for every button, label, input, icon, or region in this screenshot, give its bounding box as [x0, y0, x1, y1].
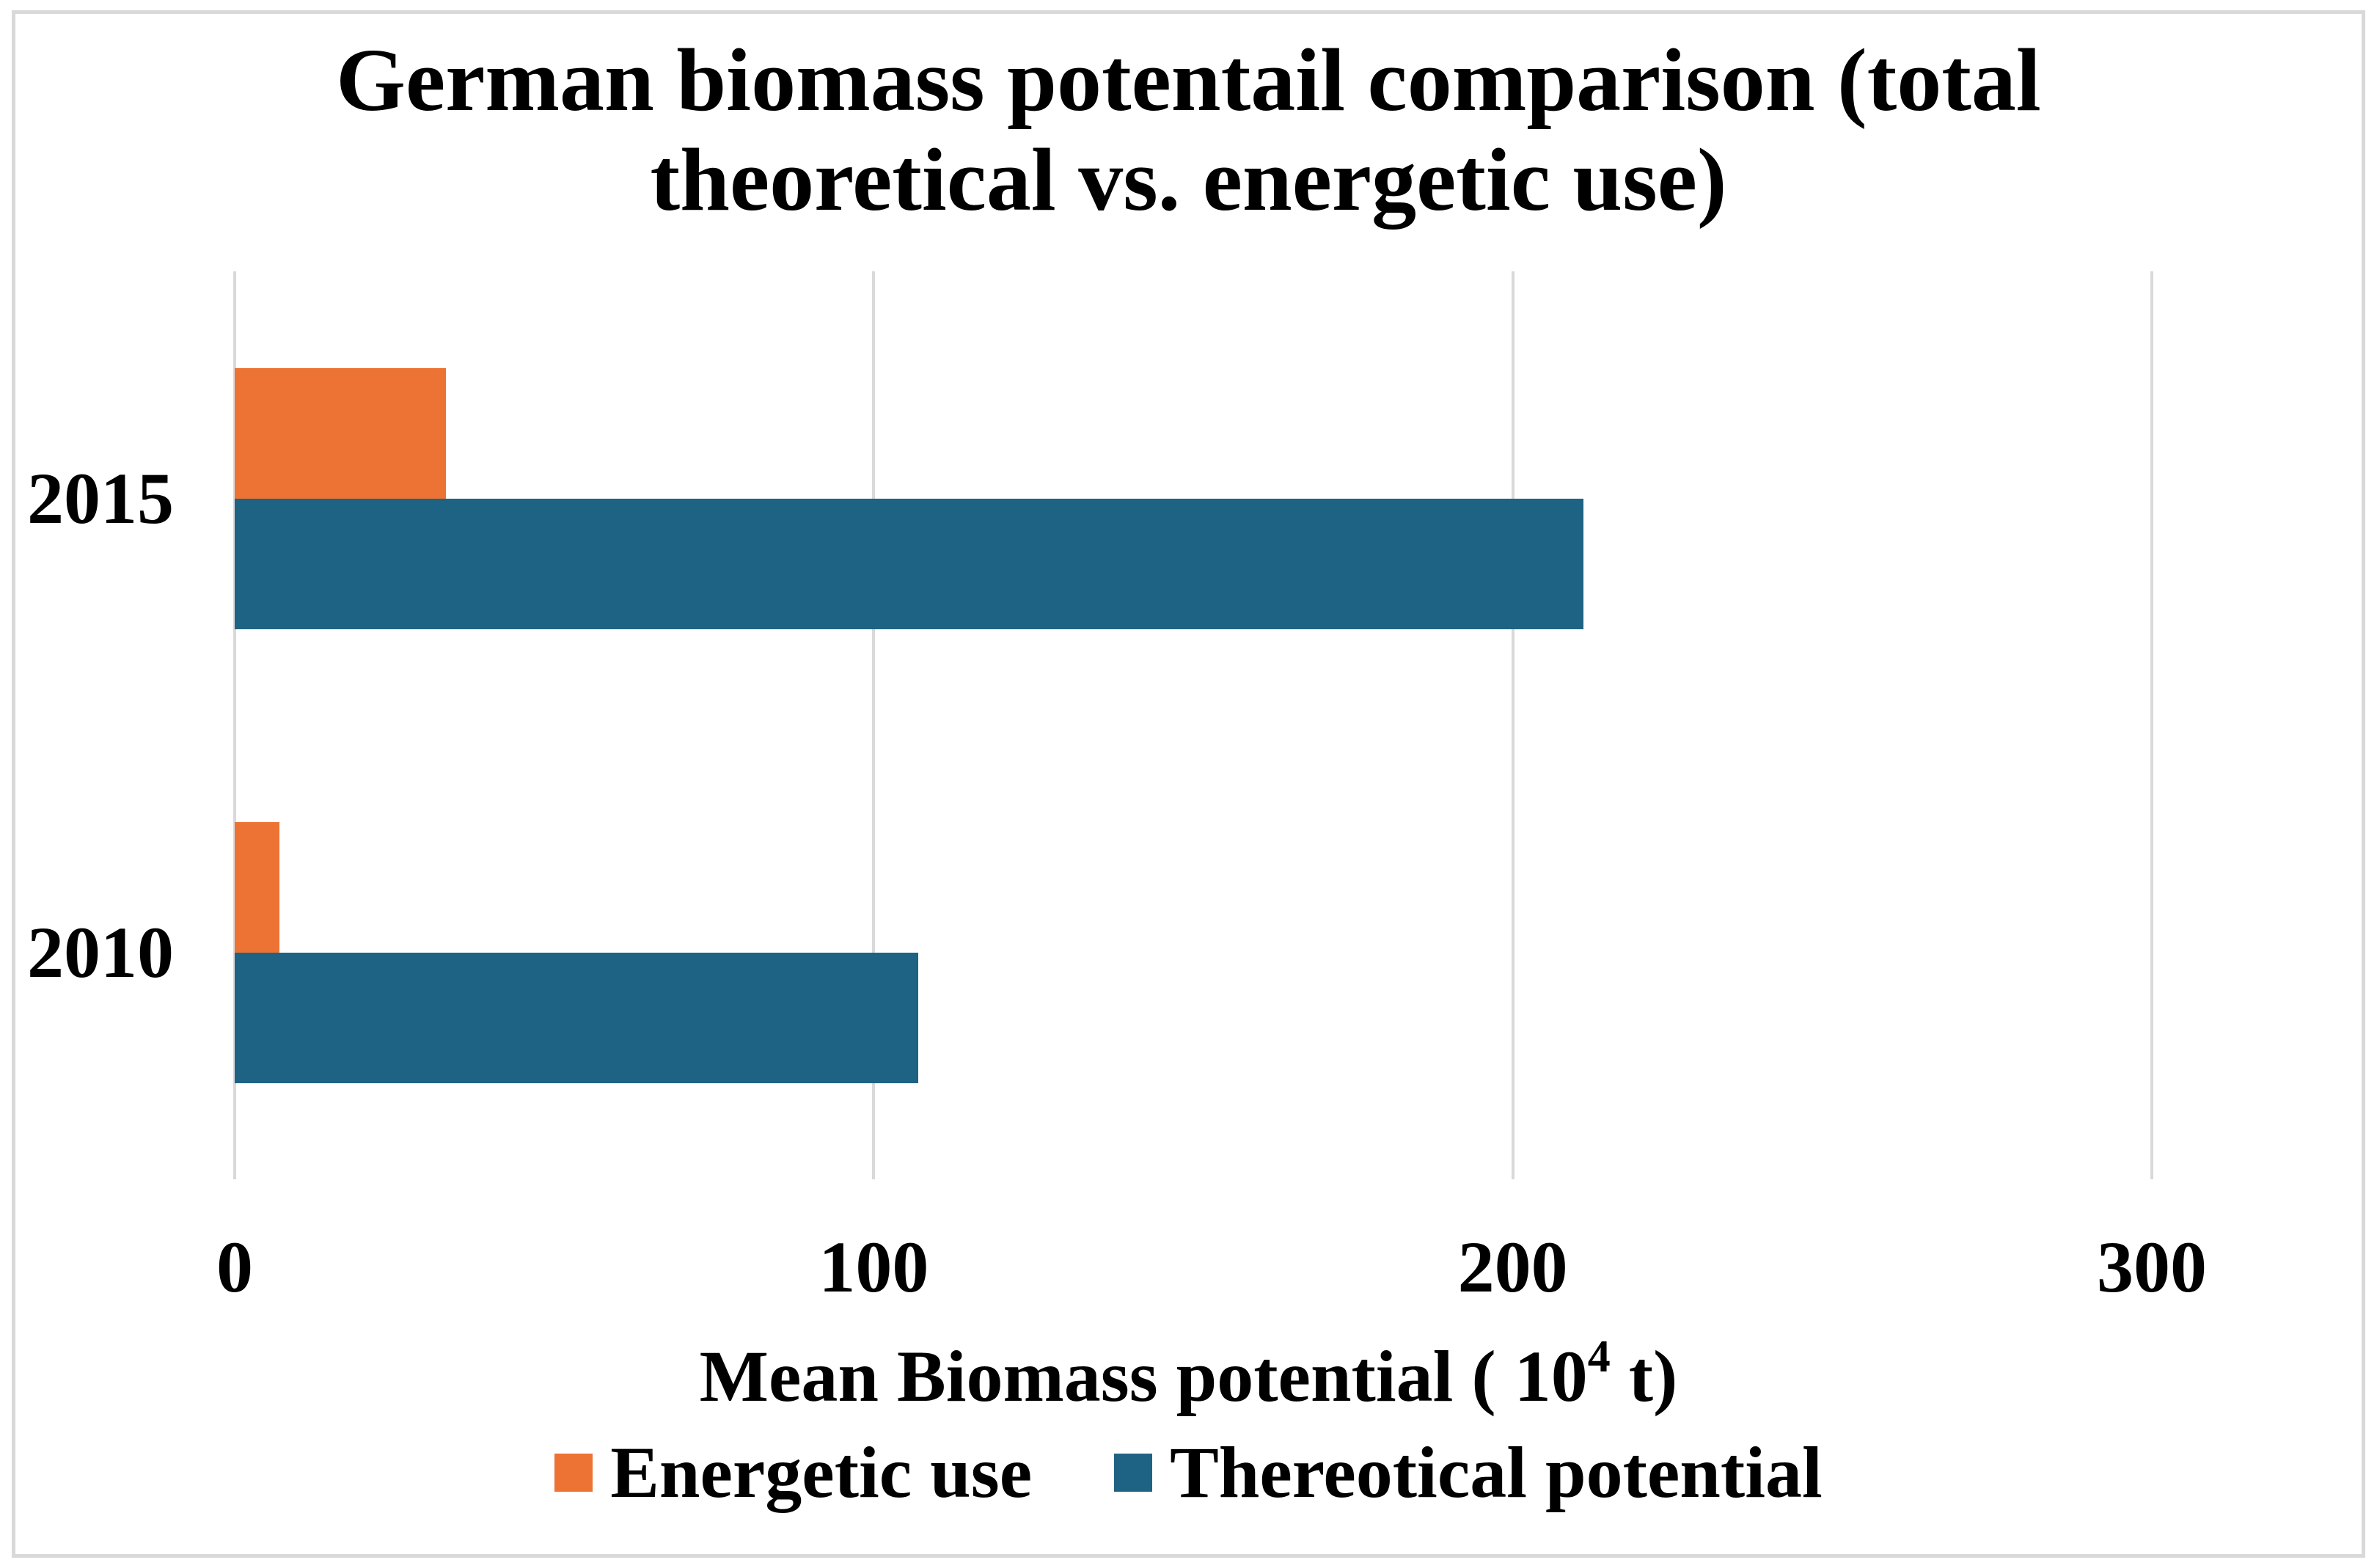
chart-title-line-1: German biomass potentail comparison (tot…	[336, 31, 2041, 130]
bar-energetic-use-2010	[235, 821, 279, 953]
legend-item-energetic-use: Energetic use	[554, 1429, 1032, 1517]
gridline-x-300	[2150, 271, 2153, 1179]
x-tick-label-300: 300	[2097, 1226, 2207, 1308]
legend-swatch-energetic-use	[554, 1454, 593, 1492]
gridline-x-0	[233, 271, 236, 1179]
chart-title: German biomass potentail comparison (tot…	[0, 31, 2377, 230]
category-label-2010: 2010	[27, 911, 174, 993]
x-tick-label-100: 100	[818, 1226, 929, 1308]
x-axis-title-unit: t)	[1610, 1336, 1678, 1417]
x-axis-title: Mean Biomass potential ( 104 t)	[0, 1313, 2377, 1421]
chart-title-line-2: theoretical vs. energetic use)	[650, 131, 1727, 230]
legend-label-energetic-use: Energetic use	[610, 1432, 1033, 1513]
x-axis-title-text: Mean Biomass potential ( 10	[699, 1336, 1588, 1417]
bar-thereotical-potential-2015	[235, 498, 1583, 629]
x-axis-title-superscript: 4	[1587, 1332, 1611, 1382]
gridline-x-100	[872, 271, 876, 1179]
chart-legend: Energetic use Thereotical potential	[0, 1429, 2377, 1517]
x-tick-label-0: 0	[216, 1226, 253, 1308]
bar-thereotical-potential-2010	[235, 952, 919, 1083]
category-label-2015: 2015	[27, 457, 174, 539]
bar-energetic-use-2015	[235, 367, 446, 499]
x-tick-label-200: 200	[1457, 1226, 1568, 1308]
plot-area	[233, 271, 2153, 1179]
gridline-x-200	[1511, 271, 1515, 1179]
legend-label-thereotical-potential: Thereotical potential	[1170, 1432, 1823, 1513]
legend-item-thereotical-potential: Thereotical potential	[1114, 1429, 1823, 1517]
legend-swatch-thereotical-potential	[1114, 1454, 1153, 1492]
